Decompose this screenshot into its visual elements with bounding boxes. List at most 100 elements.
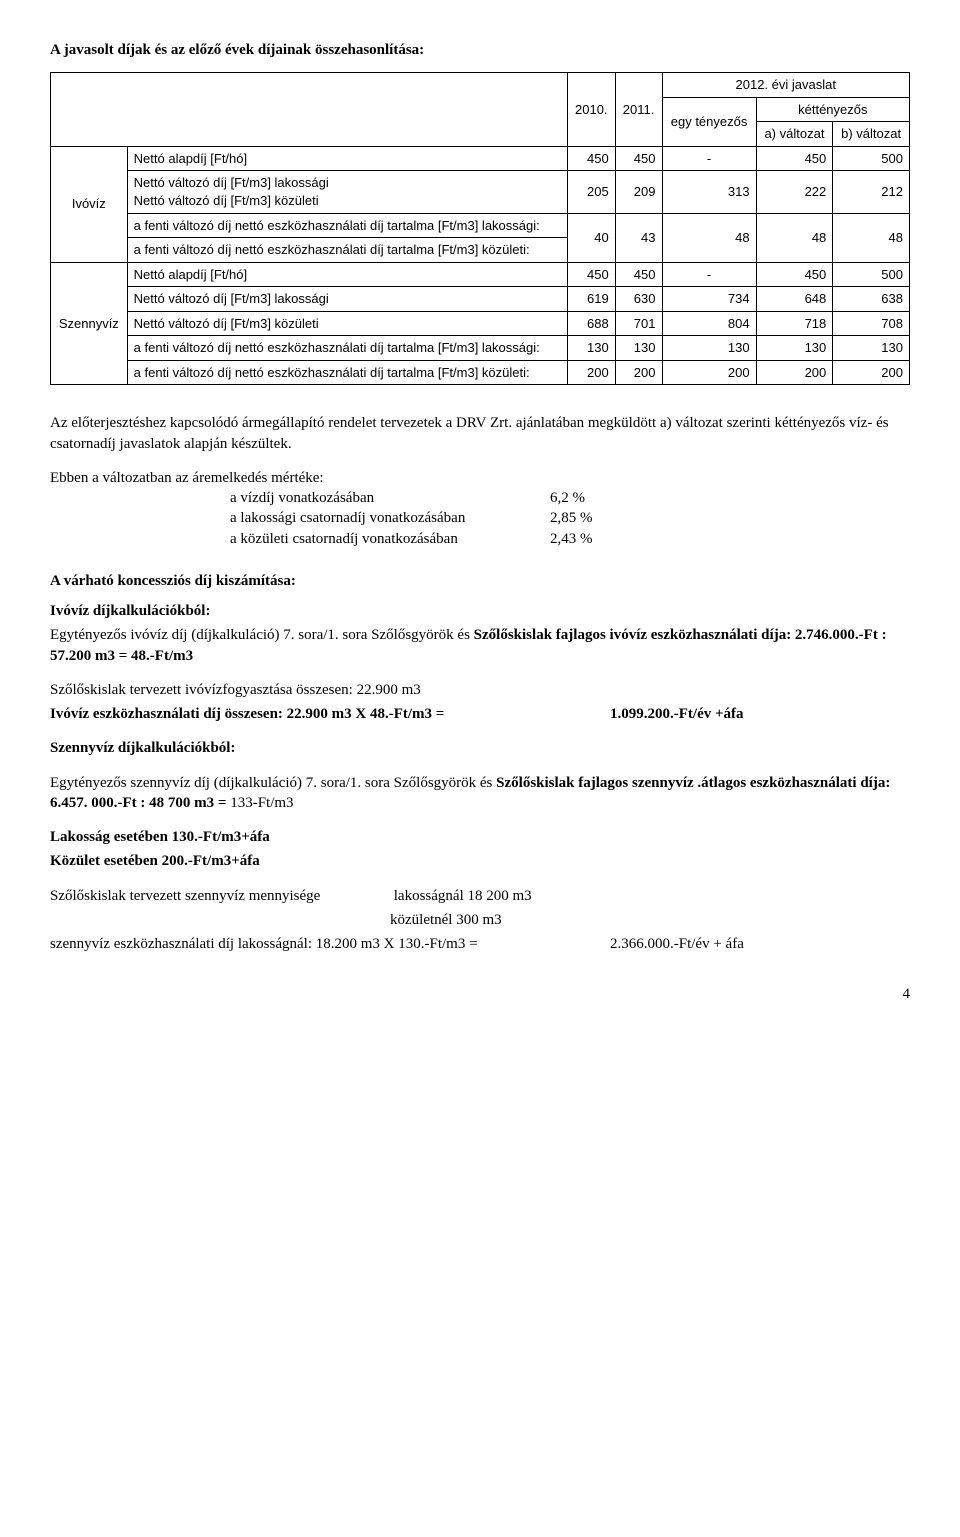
cell: 619: [567, 287, 615, 312]
th-2012: 2012. évi javaslat: [662, 73, 910, 98]
cell: 450: [567, 262, 615, 287]
cell: 718: [756, 311, 833, 336]
cell: 130: [567, 336, 615, 361]
table-row: a fenti változó díj nettó eszközhasznála…: [51, 336, 910, 361]
table-row: Nettó változó díj [Ft/m3] lakossági 619 …: [51, 287, 910, 312]
th-2011: 2011.: [615, 73, 662, 147]
cell-label: a fenti változó díj nettó eszközhasznála…: [127, 360, 567, 385]
line: Ivóvíz eszközhasználati díj összesen: 22…: [50, 704, 910, 724]
table-row: Nettó változó díj [Ft/m3] lakossági Nett…: [51, 171, 910, 213]
group-ivoviz: Ivóvíz: [51, 146, 128, 262]
cell: 648: [756, 287, 833, 312]
percent-list: a vízdíj vonatkozásában 6,2 % a lakosság…: [230, 488, 910, 549]
cell: 48: [833, 213, 910, 262]
cell: 500: [833, 262, 910, 287]
cell: 48: [662, 213, 756, 262]
text: 2.366.000.-Ft/év + áfa: [610, 934, 744, 954]
cell: 200: [833, 360, 910, 385]
paragraph: Szőlőskislak tervezett szennyvíz mennyis…: [50, 886, 910, 955]
list-item: a vízdíj vonatkozásában 6,2 %: [230, 488, 910, 508]
percent-value: 2,43 %: [550, 529, 630, 549]
line: Egytényezős ivóvíz díj (díjkalkuláció) 7…: [50, 625, 910, 666]
cell: 222: [756, 171, 833, 213]
page-heading: A javasolt díjak és az előző évek díjain…: [50, 40, 910, 60]
cell: 200: [567, 360, 615, 385]
subheading: Szennyvíz díjkalkulációkból:: [50, 738, 910, 758]
cell: 48: [756, 213, 833, 262]
paragraph: Az előterjesztéshez kapcsolódó ármegálla…: [50, 413, 910, 454]
percent-value: 2,85 %: [550, 508, 630, 528]
cell: 688: [567, 311, 615, 336]
cell: 200: [756, 360, 833, 385]
line: közületnél 300 m3: [50, 910, 910, 930]
cell: 212: [833, 171, 910, 213]
table-row: Szennyvíz Nettó alapdíj [Ft/hó] 450 450 …: [51, 262, 910, 287]
cell: 205: [567, 171, 615, 213]
cell: 708: [833, 311, 910, 336]
cell: 450: [615, 146, 662, 171]
text: Egytényezős szennyvíz díj (díjkalkuláció…: [50, 775, 496, 791]
cell: 313: [662, 171, 756, 213]
cell-label: a fenti változó díj nettó eszközhasznála…: [127, 213, 567, 238]
cell: 450: [615, 262, 662, 287]
line: Szőlőskislak tervezett szennyvíz mennyis…: [50, 886, 910, 906]
cell: 209: [615, 171, 662, 213]
cell: 130: [833, 336, 910, 361]
cell-label: Nettó alapdíj [Ft/hó]: [127, 262, 567, 287]
table-row: a fenti változó díj nettó eszközhasznála…: [51, 213, 910, 238]
cell: -: [662, 146, 756, 171]
paragraph: Egytényezős szennyvíz díj (díjkalkuláció…: [50, 773, 910, 814]
text-bold: Ivóvíz eszközhasználati díj összesen: 22…: [50, 704, 610, 724]
percent-label: a közületi csatornadíj vonatkozásában: [230, 529, 550, 549]
cell: 200: [662, 360, 756, 385]
cell: 40: [567, 213, 615, 262]
th-a: a) változat: [756, 122, 833, 147]
th-2010: 2010.: [567, 73, 615, 147]
text-bold: 1.099.200.-Ft/év +áfa: [610, 704, 744, 724]
cell-sub: Nettó változó díj [Ft/m3] közületi: [134, 192, 561, 210]
th-ket: kéttényezős: [756, 97, 909, 122]
cell: 734: [662, 287, 756, 312]
cell: 638: [833, 287, 910, 312]
page-number: 4: [50, 984, 910, 1004]
table-row: Nettó változó díj [Ft/m3] közületi 688 7…: [51, 311, 910, 336]
cell: 450: [756, 262, 833, 287]
cell: 450: [756, 146, 833, 171]
cell: 630: [615, 287, 662, 312]
cell-label: a fenti változó díj nettó eszközhasznála…: [127, 336, 567, 361]
cell: 43: [615, 213, 662, 262]
cell: 450: [567, 146, 615, 171]
cell: 804: [662, 311, 756, 336]
list-item: a közületi csatornadíj vonatkozásában 2,…: [230, 529, 910, 549]
cell: 130: [662, 336, 756, 361]
text: Egytényezős ivóvíz díj (díjkalkuláció) 7…: [50, 627, 474, 643]
table-row: a fenti változó díj nettó eszközhasznála…: [51, 360, 910, 385]
cell: 130: [615, 336, 662, 361]
cell-label: Nettó változó díj [Ft/m3] közületi: [127, 311, 567, 336]
th-b: b) változat: [833, 122, 910, 147]
th-egy: egy tényezős: [662, 97, 756, 146]
list-item: a lakossági csatornadíj vonatkozásában 2…: [230, 508, 910, 528]
table-row: Ivóvíz Nettó alapdíj [Ft/hó] 450 450 - 4…: [51, 146, 910, 171]
line: szennyvíz eszközhasználati díj lakosságn…: [50, 934, 910, 954]
group-szennyviz: Szennyvíz: [51, 262, 128, 385]
cell-label: Nettó változó díj [Ft/m3] lakossági: [127, 287, 567, 312]
line: Közület esetében 200.-Ft/m3+áfa: [50, 851, 910, 871]
subheading: Ivóvíz díjkalkulációkból:: [50, 601, 910, 621]
line: Szőlőskislak tervezett ivóvízfogyasztása…: [50, 680, 910, 700]
text: lakosságnál 18 200 m3: [394, 888, 532, 904]
paragraph: Szőlőskislak tervezett ivóvízfogyasztása…: [50, 680, 910, 725]
cell: 130: [756, 336, 833, 361]
cell-label: Nettó alapdíj [Ft/hó]: [127, 146, 567, 171]
percent-label: a vízdíj vonatkozásában: [230, 488, 550, 508]
percent-label: a lakossági csatornadíj vonatkozásában: [230, 508, 550, 528]
line: Lakosság esetében 130.-Ft/m3+áfa: [50, 827, 910, 847]
comparison-table: 2010. 2011. 2012. évi javaslat egy ténye…: [50, 72, 910, 385]
cell-sub: Nettó változó díj [Ft/m3] lakossági: [134, 174, 561, 192]
cell-label: Nettó változó díj [Ft/m3] lakossági Nett…: [127, 171, 567, 213]
cell: 200: [615, 360, 662, 385]
th-blank: [51, 73, 568, 147]
cell: 701: [615, 311, 662, 336]
paragraph: Ebben a változatban az áremelkedés mérté…: [50, 468, 910, 549]
cell: 500: [833, 146, 910, 171]
